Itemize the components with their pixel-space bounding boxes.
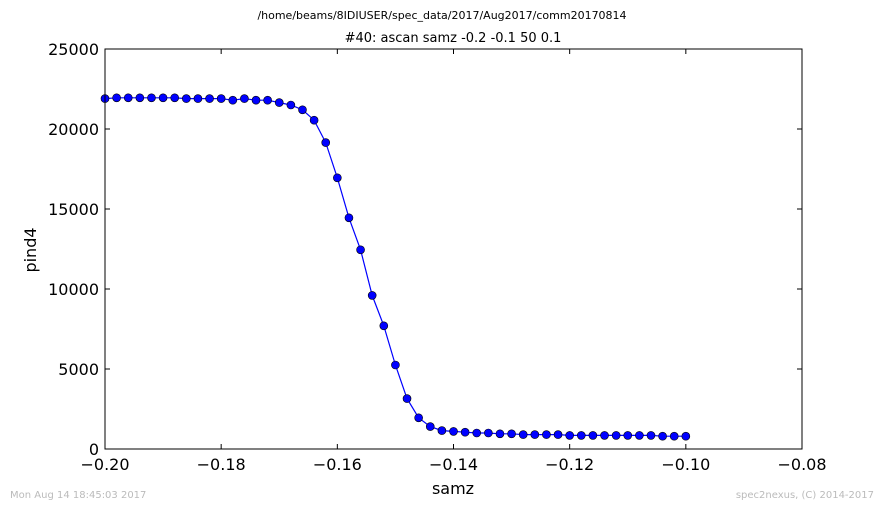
data-point bbox=[274, 98, 284, 107]
y-tick-label: 0 bbox=[89, 440, 99, 459]
x-tick-label: −0.20 bbox=[80, 455, 129, 474]
figure-suptitle: /home/beams/8IDIUSER/spec_data/2017/Aug2… bbox=[257, 9, 626, 22]
data-point bbox=[658, 431, 667, 441]
plot-title: #40: ascan samz -0.2 -0.1 50 0.1 bbox=[345, 31, 562, 46]
data-point bbox=[158, 93, 168, 103]
data-point bbox=[205, 94, 214, 103]
y-tick-label: 25000 bbox=[48, 40, 99, 59]
data-point bbox=[414, 413, 423, 423]
data-point bbox=[402, 394, 412, 403]
y-tick-label: 10000 bbox=[48, 280, 99, 299]
data-point bbox=[437, 426, 447, 435]
data-point bbox=[565, 431, 574, 440]
y-tick-label: 15000 bbox=[48, 200, 99, 219]
data-point bbox=[182, 94, 191, 103]
x-tick-label: −0.10 bbox=[661, 455, 710, 474]
data-series bbox=[100, 93, 691, 441]
data-point bbox=[611, 431, 621, 440]
data-point bbox=[635, 431, 644, 440]
x-tick-label: −0.08 bbox=[777, 455, 826, 474]
data-point bbox=[263, 95, 272, 105]
data-point bbox=[147, 93, 156, 103]
axis-ticks: −0.20 −0.18 −0.16 −0.14 −0.12 −0.10 −0.08 0 5000… bbox=[48, 40, 826, 474]
data-point bbox=[170, 93, 179, 103]
data-point bbox=[425, 422, 435, 431]
data-point bbox=[472, 428, 482, 438]
x-tick-label: −0.12 bbox=[545, 455, 594, 474]
plot-frame bbox=[104, 48, 803, 450]
footer-timestamp: Mon Aug 14 18:45:03 2017 bbox=[10, 490, 146, 501]
data-point bbox=[193, 94, 203, 103]
data-point bbox=[123, 93, 133, 103]
data-point bbox=[135, 93, 145, 103]
data-point bbox=[251, 95, 261, 105]
y-axis-label: pind4 bbox=[21, 227, 40, 272]
data-point bbox=[216, 94, 226, 103]
y-tick-label: 5000 bbox=[58, 360, 99, 379]
data-point bbox=[356, 245, 365, 255]
data-point bbox=[542, 430, 551, 439]
footer-credit: spec2nexus, (C) 2014-2017 bbox=[736, 490, 874, 501]
data-point bbox=[321, 138, 331, 147]
x-tick-label: −0.18 bbox=[197, 455, 246, 474]
data-point bbox=[588, 431, 598, 440]
data-point bbox=[367, 291, 377, 300]
data-point bbox=[379, 321, 389, 331]
data-point bbox=[495, 429, 505, 439]
data-point bbox=[391, 360, 400, 370]
data-point bbox=[344, 213, 354, 223]
data-point bbox=[240, 94, 249, 103]
x-axis-label: samz bbox=[432, 479, 474, 498]
data-point bbox=[309, 115, 319, 125]
data-point bbox=[623, 431, 633, 440]
data-point bbox=[449, 427, 458, 436]
data-point bbox=[333, 173, 342, 183]
data-point bbox=[553, 430, 563, 439]
series-line bbox=[104, 97, 686, 437]
data-point bbox=[669, 431, 679, 441]
x-tick-label: −0.16 bbox=[313, 455, 362, 474]
x-tick-label: −0.14 bbox=[429, 455, 478, 474]
data-point bbox=[112, 93, 121, 103]
data-point bbox=[460, 427, 470, 437]
data-point bbox=[600, 431, 609, 440]
data-point bbox=[681, 431, 691, 441]
data-point bbox=[228, 95, 238, 105]
data-point bbox=[298, 105, 307, 115]
data-point bbox=[484, 428, 493, 438]
data-point bbox=[530, 430, 540, 439]
data-point bbox=[576, 431, 586, 440]
data-point bbox=[507, 429, 516, 439]
y-tick-label: 20000 bbox=[48, 120, 99, 139]
data-point bbox=[518, 430, 528, 439]
data-point bbox=[646, 431, 656, 440]
data-point bbox=[286, 100, 296, 110]
